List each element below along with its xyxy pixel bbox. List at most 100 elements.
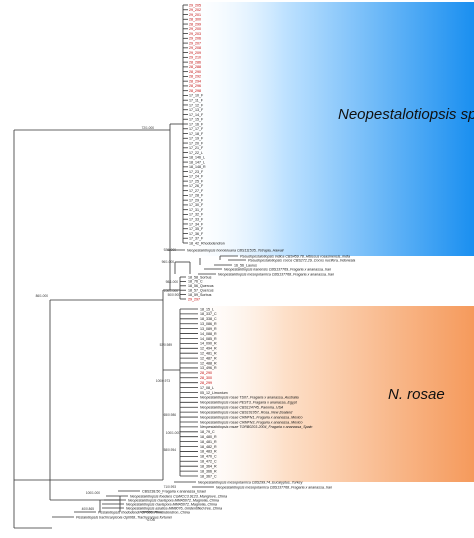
support-value: 50/0.900 xyxy=(168,293,181,297)
tip-label: 18_76_C xyxy=(188,280,203,284)
tip-label: Neopestalotiopsis rosae CRMFN3_Fragaria … xyxy=(200,420,302,424)
support-value: 65/0.986 xyxy=(164,413,177,417)
tip-label: 17_27_F xyxy=(189,189,204,193)
tip-label: 29_297 xyxy=(188,297,200,301)
tip-label: 18_481_R xyxy=(200,440,217,444)
tip-label: 17_37_F xyxy=(189,237,204,241)
tip-label: 28_294 xyxy=(189,79,201,83)
tip-label: 13_089_R xyxy=(200,327,217,331)
tip-label: 17_16_F xyxy=(189,122,204,126)
tip-label: 17_28_F xyxy=(189,194,204,198)
tip-label: 29_210 xyxy=(189,56,201,60)
tip-label: 18_56_Quercus xyxy=(188,284,214,288)
tip-label: 28_296 xyxy=(189,84,201,88)
tip-label: 17_12_F xyxy=(189,103,204,107)
tip-label: 29_205 xyxy=(189,3,201,7)
tip-label: 18_483_R xyxy=(200,450,217,454)
tip-label: 17_13_F xyxy=(189,108,204,112)
tip-label: 17_30_F xyxy=(189,203,204,207)
tip-label: 18_364_R xyxy=(200,464,217,468)
tip-label: 28_300 xyxy=(189,18,201,22)
support-value: 96/1.000 xyxy=(162,260,175,264)
tip-label: 18_148_R xyxy=(189,165,206,169)
neopestalotiopsis-clade-background xyxy=(182,2,474,256)
tip-label: 13_086_R xyxy=(200,322,217,326)
tip-label: 17_15_F xyxy=(189,118,204,122)
tip-label: CBS238.50_Fragaria x ananassa_Israel xyxy=(142,489,206,493)
support-value: 98/1.000 xyxy=(166,280,179,284)
scale-bar: 0.05 xyxy=(140,511,162,522)
tip-label: 28_299 xyxy=(200,381,212,385)
tip-label: Neopestalotiopsis asiatica MM8076_Uniden… xyxy=(126,506,222,510)
tip-label: 28_288 xyxy=(189,65,201,69)
tip-label: 29_206 xyxy=(189,37,201,41)
tip-label: Neopestalotiopsis mesopotamica CBS137768… xyxy=(218,272,334,276)
tip-label: Neopestalotiopsis rosae CRMFN1_Fragaria … xyxy=(200,415,302,419)
tip-label: 14_085_R xyxy=(200,337,217,341)
tip-label: 29_202 xyxy=(189,8,201,12)
tip-label: Neopestalotiopsis rosae TS07_Fragaria x … xyxy=(200,396,299,400)
tip-label: 18_470_C xyxy=(200,455,217,459)
tip-label: 18_480_R xyxy=(200,435,217,439)
tip-label: 29_207 xyxy=(189,41,201,45)
tip-label: Neopestalotiopsis clavispora MMA5072_Mag… xyxy=(126,502,217,506)
tip-label: Neopestalotiopsis iranensis CBS137769_Fr… xyxy=(224,267,331,271)
tip-label: 12_481_R xyxy=(200,352,217,356)
tip-label: Pestalotiopsis trachicarpicola OpI068_Tr… xyxy=(76,515,172,519)
tip-label: 28_292 xyxy=(189,75,201,79)
tip-label: Neopestalotiopsis rosae TORB0203-2004_Fr… xyxy=(200,425,312,429)
clade-label-neopestalotiopsis: Neopestalotiopsis sp. xyxy=(338,106,474,123)
support-value: 53/0.989 xyxy=(160,343,173,347)
tip-label: 28_298 xyxy=(189,89,201,93)
tip-label: 17_33_F xyxy=(189,218,204,222)
tip-label: Pseudopestalotiopsis indica CBS459.78_Hi… xyxy=(240,254,350,258)
scale-bar-label: 0.05 xyxy=(147,517,156,522)
tip-label: 28_299 xyxy=(189,22,201,26)
tip-label: 17_29_F xyxy=(189,198,204,202)
tip-label: 17_23_F xyxy=(189,170,204,174)
tip-label: Pseudopestalotiopsis cocos CBS272.29_Coc… xyxy=(248,258,355,262)
tip-label: 18_15_L xyxy=(200,307,214,311)
support-value: 100/1.000 xyxy=(164,289,178,293)
tip-label: 14_088_R xyxy=(200,332,217,336)
tip-label: Neopestalotiopsis mesopotamica CBS137768… xyxy=(216,485,332,489)
support-value: 100/1.000 xyxy=(166,431,180,435)
tip-label: Neopestalotiopsis clavispora MMA5072_Mag… xyxy=(128,498,219,502)
tip-label: 16_56_Laurus xyxy=(234,263,257,267)
tip-label: 17_08_L xyxy=(200,386,214,390)
tip-label: 17_20_F xyxy=(189,141,204,145)
tip-label: 14_090_R xyxy=(200,342,217,346)
clade-label-rosae: N. rosae xyxy=(388,386,445,403)
tip-label: 17_19_F xyxy=(189,137,204,141)
support-value: 100/0.973 xyxy=(156,379,170,383)
tip-label: 29_203 xyxy=(189,32,201,36)
tip-label: Neopestalotiopsis honoluluana CBS111535_… xyxy=(187,248,284,252)
tip-label: Neopestalotiopsis rosae CBS124745_Paeoni… xyxy=(200,406,284,410)
tip-label: Neopestalotiopsis rosae CBS101057_Rosa_N… xyxy=(200,410,293,414)
tip-label: 18_146_L xyxy=(189,156,205,160)
tip-label: 17_32_F xyxy=(189,213,204,217)
tip-label: 17_11_F xyxy=(189,99,204,103)
support-value: 40/0.865 xyxy=(82,507,95,511)
tip-label: 12_494_R xyxy=(200,347,217,351)
tip-label: 17_26_F xyxy=(189,184,204,188)
support-value: 71/0.993 xyxy=(164,485,177,489)
tip-label: 12_488_R xyxy=(200,361,217,365)
tip-label: 28_286 xyxy=(189,60,201,64)
tip-label: 18_42_Rhododendron xyxy=(189,241,225,245)
tip-label: 17_24_F xyxy=(189,175,204,179)
tip-label: 17_22_L xyxy=(189,151,203,155)
tip-label: 18_147_L xyxy=(189,160,205,164)
tip-label: 05_12_Limonium xyxy=(200,391,228,395)
tip-label: 17_34_F xyxy=(189,222,204,226)
tip-label: 17_21_F xyxy=(189,146,204,150)
tip-label: 18_79_C xyxy=(200,430,215,434)
tip-label: 29_201 xyxy=(189,13,201,17)
tip-label: 18_338_C xyxy=(200,317,217,321)
support-value: 58/0.954 xyxy=(164,448,177,452)
tip-label: 28_300 xyxy=(200,376,212,380)
tip-label: 29_208 xyxy=(189,46,201,50)
support-value: 86/1.000 xyxy=(36,294,49,298)
tip-label: 29_200 xyxy=(189,27,201,31)
tip-label: 18_366_R xyxy=(200,469,217,473)
